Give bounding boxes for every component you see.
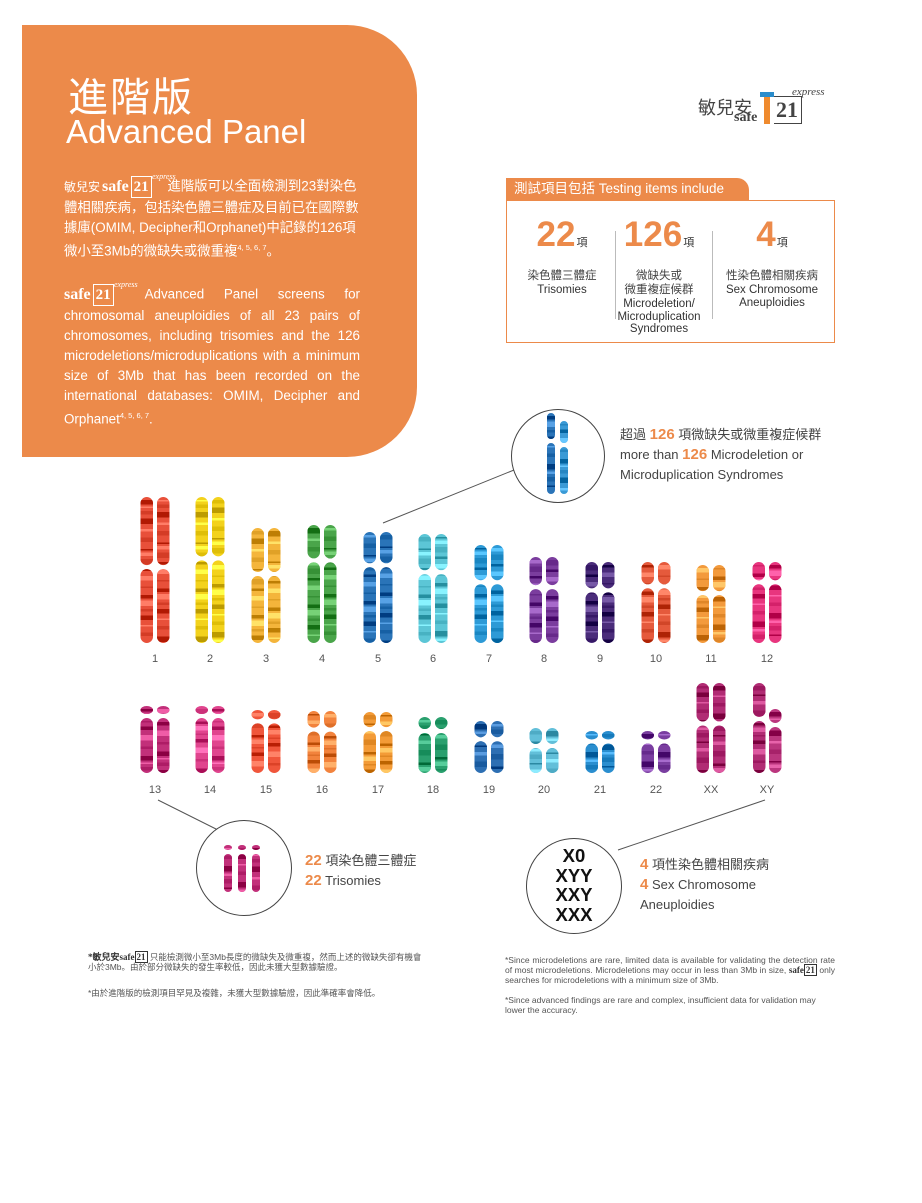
testing-divider [615,231,616,319]
logo-text-zh: 敏兒安 [698,98,752,118]
testing-item-microdeletion: 126項 微缺失或 微重複症候群 Microdeletion/ Microdup… [617,215,701,335]
intro-title-en: Advanced Panel [66,113,307,150]
footnote-zh-2: *由於進階版的檢測項目罕見及複雜，未獲大型數據驗證，因此準確率會降低。 [88,988,381,998]
sex-chromosome-list: X0 XYY XXY XXX [526,846,622,924]
callout-4-text: 4 項性染色體相關疾病 4 Sex Chromosome Aneuploidie… [640,856,769,912]
footnote-zh-1: *敏兒安safe 21 只能檢測微小至3Mb長度的微缺失及微重複，然而上述的微缺失… [88,951,422,972]
callout-circle-4 [526,838,622,934]
logo-express: express [792,86,825,98]
testing-item-trisomies: 22項 染色體三體症 Trisomies [527,215,597,296]
mini-logo: safe 21 [788,964,817,976]
intro-title-zh: 進階版 [68,76,194,120]
logo-number: 21 [774,96,802,124]
mini-logo: *敏兒安safe 21 [88,951,148,963]
footnote-en-1: *Since microdeletions are rare, limited … [505,955,835,985]
logo-t-bar [764,92,770,124]
inline-logo: 敏兒安 safe 21 express [64,172,176,198]
testing-item-sex-chromosome: 4項 性染色體相關疾病 Sex Chromosome Aneuploidies [725,215,819,309]
circle-trisomy [224,845,260,892]
logo-t-top [760,92,774,97]
sex-item: XYY [555,864,593,886]
intro-paragraph-zh: 敏兒安 safe 21 express 進階版可以全面檢測到23對染色體相關疾病，包括… [64,172,359,259]
testing-box: 22項 染色體三體症 Trisomies 126項 微缺失或 微重複症候群 Mi… [506,200,835,343]
intro-paragraph-en: safe 21 express Advanced Panel screens for… [64,280,360,427]
footnote-en-2: *Since advanced findings are rare and co… [505,995,816,1015]
callout-126-text: 超過 126 項微缺失或微重複症候群 more than 126 Microde… [620,426,822,482]
sex-item: XXX [555,903,593,925]
brand-logo: 敏兒安 safe 21 express [698,86,838,132]
intro-panel [22,25,417,457]
callout-22-text: 22 項染色體三體症 22 Trisomies [305,852,417,889]
sex-item: XXY [555,884,593,905]
logo-text-safe: safe [734,110,758,125]
sex-item: X0 [562,845,586,866]
testing-divider [712,231,713,319]
testing-header: 測試項目包括 Testing items include [506,178,749,200]
circle-chromosome-5 [547,413,568,494]
callout-circle-126 [511,409,605,503]
inline-logo-en: safe 21 express [64,280,138,306]
